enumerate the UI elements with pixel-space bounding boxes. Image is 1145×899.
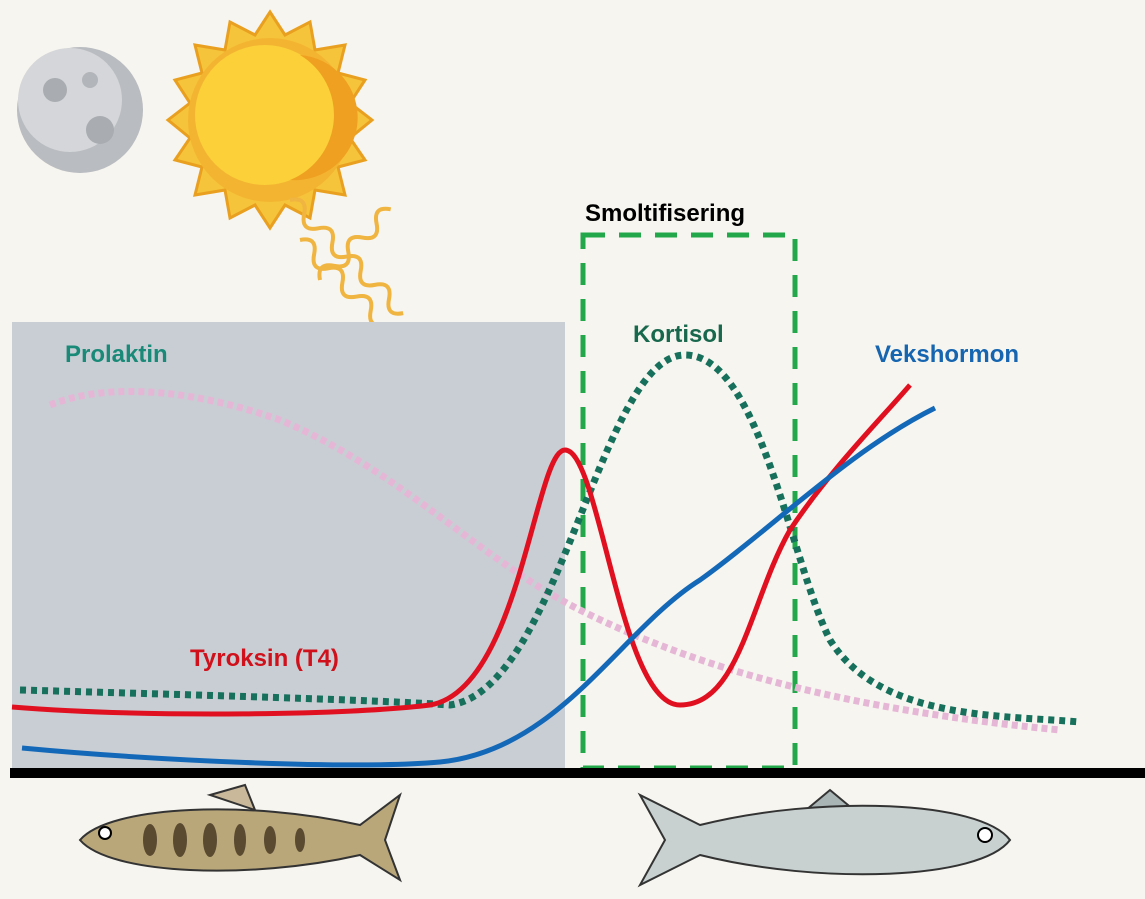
kortisol-label: Kortisol: [633, 321, 724, 348]
prolaktin-curve: [48, 387, 1061, 734]
vekshormon-curve: [21, 405, 937, 768]
smolt-fish: [637, 788, 1012, 888]
prolaktin-label: Prolaktin: [65, 341, 168, 368]
title: Smoltifisering: [585, 200, 745, 227]
tyroksin-curve: [11, 383, 912, 717]
tyroksin-label: Tyroksin (T4): [190, 645, 339, 672]
sun: [165, 9, 375, 231]
baseline: [10, 768, 1145, 778]
moon: [17, 47, 143, 173]
vekshormon-label: Vekshormon: [875, 341, 1019, 368]
kortisol-curve: [19, 351, 1081, 726]
parr-fish: [78, 783, 402, 883]
